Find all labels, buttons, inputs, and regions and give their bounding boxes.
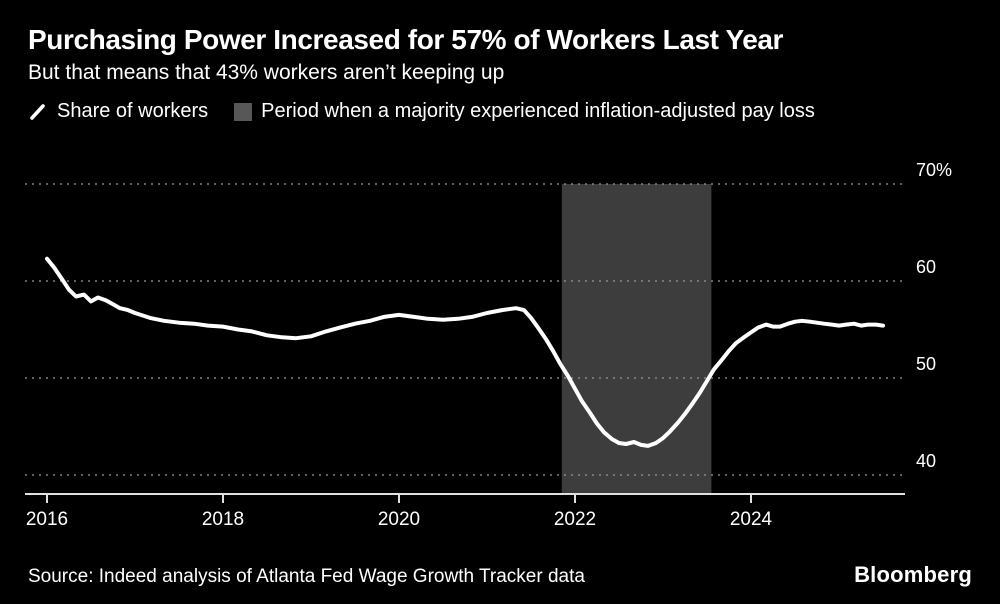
x-axis-label: 2020: [378, 509, 420, 529]
share-of-workers-line: [45, 257, 885, 449]
band-swatch-icon: [234, 102, 253, 121]
y-axis-label: 70%: [916, 160, 952, 180]
legend-label-pay-loss-period: Period when a majority experienced infla…: [261, 100, 815, 123]
source-note: Source: Indeed analysis of Atlanta Fed W…: [28, 566, 585, 587]
legend-label-share-of-workers: Share of workers: [57, 100, 209, 123]
chart-footer: Source: Indeed analysis of Atlanta Fed W…: [28, 562, 972, 588]
y-axis-label: 40: [916, 451, 936, 471]
bloomberg-logo: Bloomberg: [854, 562, 972, 587]
legend: Share of workers Period when a majority …: [28, 100, 972, 123]
chart-subtitle: But that means that 43% workers aren’t k…: [28, 61, 505, 85]
x-axis-label: 2018: [202, 509, 244, 529]
x-axis-label: 2016: [26, 509, 68, 529]
line-chart: 70% 60 50 40 2016 2018 2020 2022 2024: [25, 160, 952, 529]
y-axis-label: 60: [916, 257, 936, 277]
chart-header: Purchasing Power Increased for 57% of Wo…: [28, 24, 972, 85]
y-axis-label: 50: [916, 354, 936, 374]
x-axis-label: 2022: [554, 509, 596, 529]
legend-item-share-of-workers: Share of workers: [28, 100, 208, 123]
x-axis-label: 2024: [730, 509, 773, 529]
legend-item-pay-loss-period: Period when a majority experienced infla…: [234, 100, 815, 123]
chart-title: Purchasing Power Increased for 57% of Wo…: [28, 24, 784, 55]
line-series-icon: [30, 104, 45, 120]
pay-loss-period-band: [561, 184, 712, 495]
